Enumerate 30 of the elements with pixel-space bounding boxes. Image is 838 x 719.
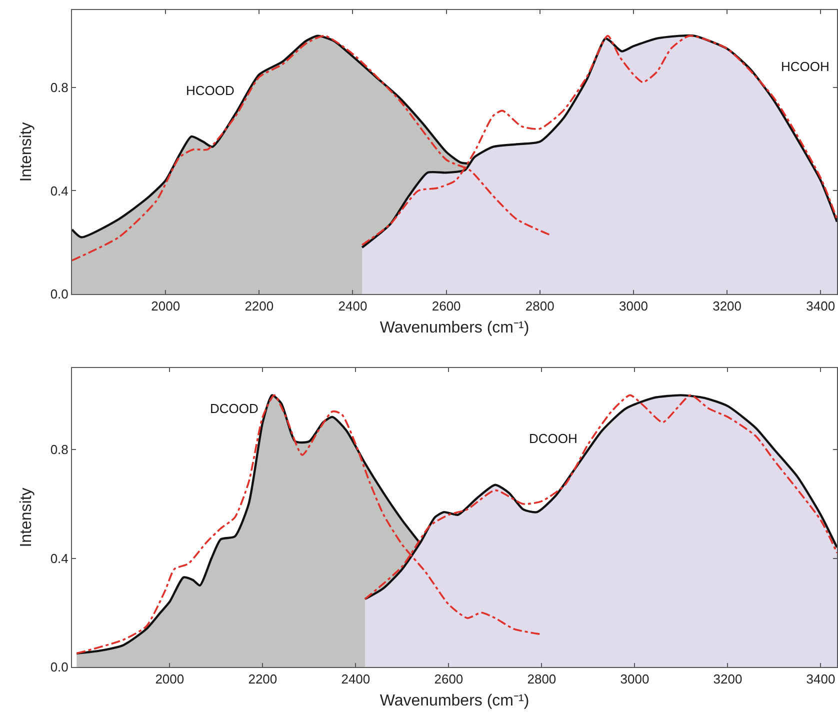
- y-tick-label: 0.0: [50, 660, 68, 675]
- x-tick-label: 2400: [338, 298, 368, 314]
- series-label: DCOOD: [210, 401, 258, 416]
- x-tick-label: 2600: [432, 298, 461, 314]
- x-axis-title: Wavenumbers (cm⁻¹): [380, 319, 530, 336]
- x-tick-label: 2000: [155, 672, 184, 687]
- x-tick-label: 3000: [620, 672, 650, 687]
- x-tick-label: 2200: [244, 298, 274, 314]
- x-tick-label: 2800: [527, 672, 556, 687]
- x-tick-label: 2600: [434, 672, 464, 687]
- x-tick-label: 2400: [341, 672, 370, 687]
- y-tick-label: 0.8: [50, 80, 68, 95]
- x-tick-label: 2000: [151, 298, 180, 314]
- x-tick-label: 3200: [712, 298, 742, 314]
- y-axis-title: Intensity: [18, 488, 36, 548]
- series-label: HCOOH: [781, 59, 830, 74]
- y-tick-label: 0.4: [50, 550, 68, 566]
- x-tick-label: 3000: [619, 298, 648, 314]
- x-tick-label: 2200: [248, 672, 278, 687]
- x-tick-label: 2800: [525, 298, 554, 314]
- series-label: HCOOD: [186, 83, 234, 98]
- x-tick-label: 3400: [806, 672, 836, 687]
- y-tick-label: 0.0: [50, 286, 68, 302]
- x-axis-title: Wavenumbers (cm⁻¹): [380, 692, 530, 710]
- x-tick-label: 3400: [806, 298, 836, 314]
- y-tick-label: 0.8: [50, 442, 68, 458]
- y-tick-label: 0.4: [50, 183, 68, 198]
- series-label: DCOOH: [529, 431, 578, 446]
- y-axis-title: Intensity: [18, 122, 36, 182]
- x-tick-label: 3200: [713, 672, 742, 687]
